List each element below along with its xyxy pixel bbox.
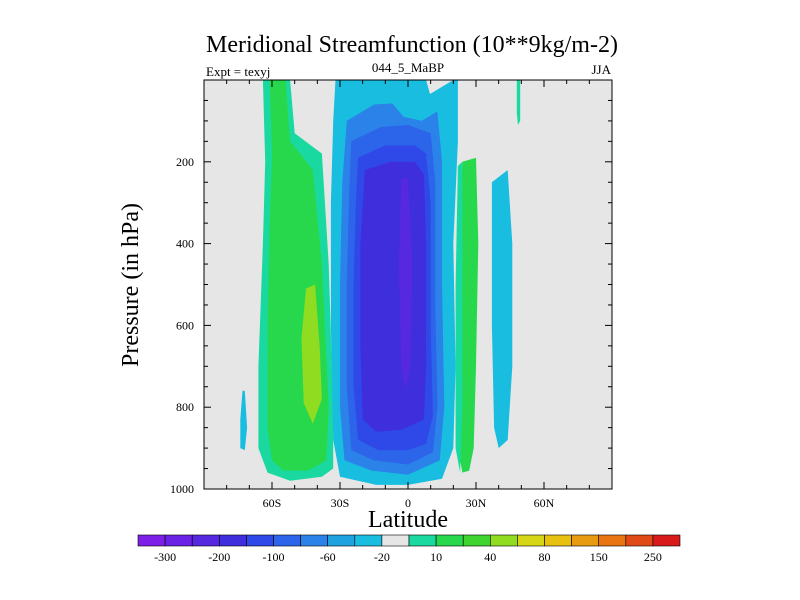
colorbar-label: 80 <box>539 550 551 564</box>
x-tick-label: 30N <box>466 496 487 510</box>
colorbar-box <box>489 534 518 547</box>
colorbar-box <box>191 534 220 547</box>
colorbar-box <box>517 534 545 547</box>
colorbar-box <box>381 534 410 547</box>
colorbar-box <box>408 534 437 547</box>
contour-sh-cell-core <box>301 284 322 424</box>
x-tick-label: 30S <box>331 496 350 510</box>
colorbar-box <box>625 534 654 547</box>
colorbar-box <box>246 534 274 547</box>
colorbar-label: 250 <box>644 550 662 564</box>
colorbar-box <box>544 534 572 547</box>
center-subtitle: 044_5_MaBP <box>372 60 444 75</box>
contour-sh-small-cell <box>240 390 248 451</box>
colorbar-box <box>219 534 247 547</box>
y-tick-label: 800 <box>176 400 194 414</box>
contour-nh-thin-top <box>516 80 521 125</box>
contour-eq-cell-core <box>398 178 413 391</box>
x-tick-label: 60N <box>534 496 555 510</box>
colorbar-box <box>354 534 383 547</box>
x-tick-label: 0 <box>405 496 411 510</box>
colorbar-label: -300 <box>154 550 176 564</box>
y-axis-label: Pressure (in hPa) <box>118 203 144 367</box>
contour-regions <box>204 80 612 489</box>
x-axis-label: Latitude <box>368 507 448 533</box>
contour-nh-top-inflow <box>389 80 436 121</box>
contour-nh-green-strip <box>457 157 479 473</box>
colorbar-box <box>327 534 356 547</box>
colorbar: -300 -200 -100 -60 -20 10 40 80 150 250 <box>137 534 681 564</box>
colorbar-label: -200 <box>208 550 230 564</box>
colorbar-box <box>652 534 681 547</box>
colorbar-box <box>137 534 166 547</box>
y-tick-label: 200 <box>176 155 194 169</box>
y-tick-label: 1000 <box>170 482 194 496</box>
colorbar-label: 40 <box>484 550 496 564</box>
colorbar-label: -60 <box>320 550 336 564</box>
colorbar-box <box>435 534 464 547</box>
left-subtitle: Expt = texyj <box>206 64 270 79</box>
y-tick-label: 600 <box>176 318 194 332</box>
contour-nh-cyan-strip <box>491 170 513 449</box>
colorbar-label: -20 <box>374 550 390 564</box>
colorbar-box <box>462 534 491 547</box>
colorbar-label: 10 <box>430 550 442 564</box>
colorbar-label: 150 <box>590 550 608 564</box>
chart-title: Meridional Streamfunction (10**9kg/m-2) <box>206 32 618 58</box>
contour-eq-cell-level5 <box>360 161 427 432</box>
colorbar-box <box>598 534 627 547</box>
colorbar-box <box>571 534 599 547</box>
plot-axes: 60S 30S 0 30N 60N 200 400 600 800 1000 <box>170 79 613 510</box>
colorbar-box <box>300 534 329 547</box>
right-subtitle: JJA <box>591 62 611 77</box>
x-tick-label: 60S <box>263 496 282 510</box>
colorbar-box <box>273 534 301 547</box>
contour-nh-teal-strip <box>455 161 463 473</box>
colorbar-label: -100 <box>263 550 285 564</box>
colorbar-box <box>164 534 193 547</box>
y-tick-label: 400 <box>176 237 194 251</box>
